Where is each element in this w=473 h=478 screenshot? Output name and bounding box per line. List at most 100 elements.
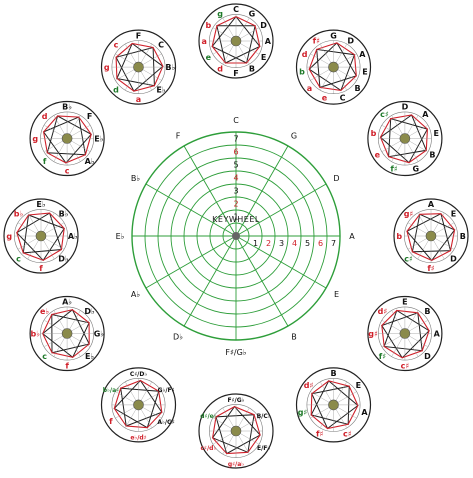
ring-number-right: 4 [292,239,297,248]
key-wheel-label: A♭/G♯ [157,419,175,426]
key-wheel-12: F C B♭ E♭ a d g c [100,29,177,105]
key-wheel-label: g♯ [404,210,414,219]
key-wheel-label: D♭ [84,307,95,316]
key-wheel-label: C [340,94,346,103]
ring-number-right: 2 [266,239,271,248]
outer-wheels-group: C GDAEBFdeabgGDAEBCeabdf♯DAEBGf♯ebc♯AEBDf… [3,3,469,469]
key-wheel-star [211,405,261,455]
key-wheel-hub [35,230,47,242]
key-wheel-label: B♭ [59,210,69,219]
spoke-key-label: E [334,290,339,299]
key-wheel-label: A [361,408,368,417]
key-wheel-hub [133,399,144,411]
key-wheel-label: G [413,164,420,173]
key-wheel-heptagon [379,114,428,164]
key-wheel-star [308,42,358,92]
key-wheel-label: F [87,112,92,121]
key-wheel-label: f♯ [427,264,434,273]
key-wheel-7: F♯/G♭ B/C♭ E/F♭ g♯/a♭ c♯/d♭ d♯/e♭ [198,393,274,469]
key-wheel-hub [399,328,411,339]
spoke-key-labels-group: C G D A E B F♯/G♭ D♭ A♭ E♭ B♭ F [116,116,356,357]
keywheel-spoke [235,235,289,327]
ring-number-top: 2 [233,200,238,209]
spoke-key-label: A [349,232,355,241]
key-wheel-label: f [109,417,113,426]
ring-number-right: 1 [253,239,258,248]
key-wheel-label: e♭/d♯ [130,435,146,442]
key-wheel-label: c♯/d♭ [201,445,217,452]
spoke-key-label: C [233,116,239,125]
spoke-key-label: D [333,174,339,183]
key-wheel-label: B [354,84,360,93]
key-wheel-label: D [260,21,267,30]
ring-number-right: 6 [318,239,323,248]
key-wheel-label: d [217,65,223,74]
keywheel-spoke [235,183,327,237]
key-wheel-label: g [32,135,38,144]
key-wheel-label: c [42,352,47,361]
key-wheel-heptagon [42,309,90,358]
key-wheel-label: A♭ [85,157,95,166]
keywheel-spokes [132,132,340,340]
key-wheel-4: A E B Df♯ c♯ b g♯ [393,198,469,274]
key-wheel-label: b♭ [31,330,41,339]
keywheel-spoke [235,235,327,289]
key-wheel-hub [230,425,242,437]
key-wheel-label: g♯/a♭ [228,461,244,468]
key-wheel-hub [399,133,411,144]
key-wheel-label: c [65,166,70,175]
keywheel-center-label: KEYWHEEL [212,215,260,224]
key-wheel-label: f♯ [316,430,323,439]
key-wheel-label: b♭/a♯ [103,387,119,394]
key-wheel-label: B♭ [165,63,175,72]
key-wheel-label: G♭ [94,330,105,339]
key-wheel-label: g♯ [298,408,308,417]
ring-number-top: 6 [233,148,238,157]
key-wheel-label: C [158,41,164,50]
key-wheel-label: A♭ [62,298,72,307]
key-wheel-label: b [299,68,305,77]
key-wheel-label: D [402,103,409,112]
spoke-key-label: B♭ [131,174,140,183]
key-wheel-label: G♭/F♯ [158,387,175,394]
key-wheel-3: D A E BGf♯ e b c♯ [367,100,443,177]
spoke-key-label: B [291,333,297,342]
key-wheel-label: e♭ [40,307,49,316]
key-wheel-label: C♯/D♭ [130,371,147,378]
key-wheel-star [379,114,429,164]
key-wheel-label: f [39,264,43,273]
key-wheel-label: E [356,381,361,390]
keywheel-spoke [235,145,289,237]
key-wheel-label: c♯ [343,430,352,439]
key-wheel-label: A [422,110,429,119]
key-wheel-label: D♭ [58,255,69,264]
keywheel-spoke [183,145,237,237]
key-wheel-heptagon [308,42,357,91]
key-wheel-label: G [330,31,337,40]
key-wheel-label: B [330,369,336,378]
key-wheel-label: d [113,86,119,95]
key-wheel-label: E [402,298,407,307]
key-wheel-hub [230,35,242,47]
key-wheel-hub [328,61,339,73]
key-wheel-label: d [302,50,308,59]
key-wheel-hub [328,399,339,411]
key-wheel-star [16,212,65,262]
key-wheel-label: b [206,21,212,30]
key-wheel-heptagon [381,309,430,359]
key-wheel-label: c [16,255,21,264]
key-wheel-hub [133,61,144,73]
key-wheel-label: D [347,36,354,45]
key-wheel-heptagon [310,380,359,430]
ring-number-right: 5 [305,239,310,248]
key-wheel-hub [61,328,73,339]
key-wheel-label: B♭ [62,103,72,112]
key-wheel-label: A [359,50,366,59]
key-wheel-label: e [206,53,212,62]
